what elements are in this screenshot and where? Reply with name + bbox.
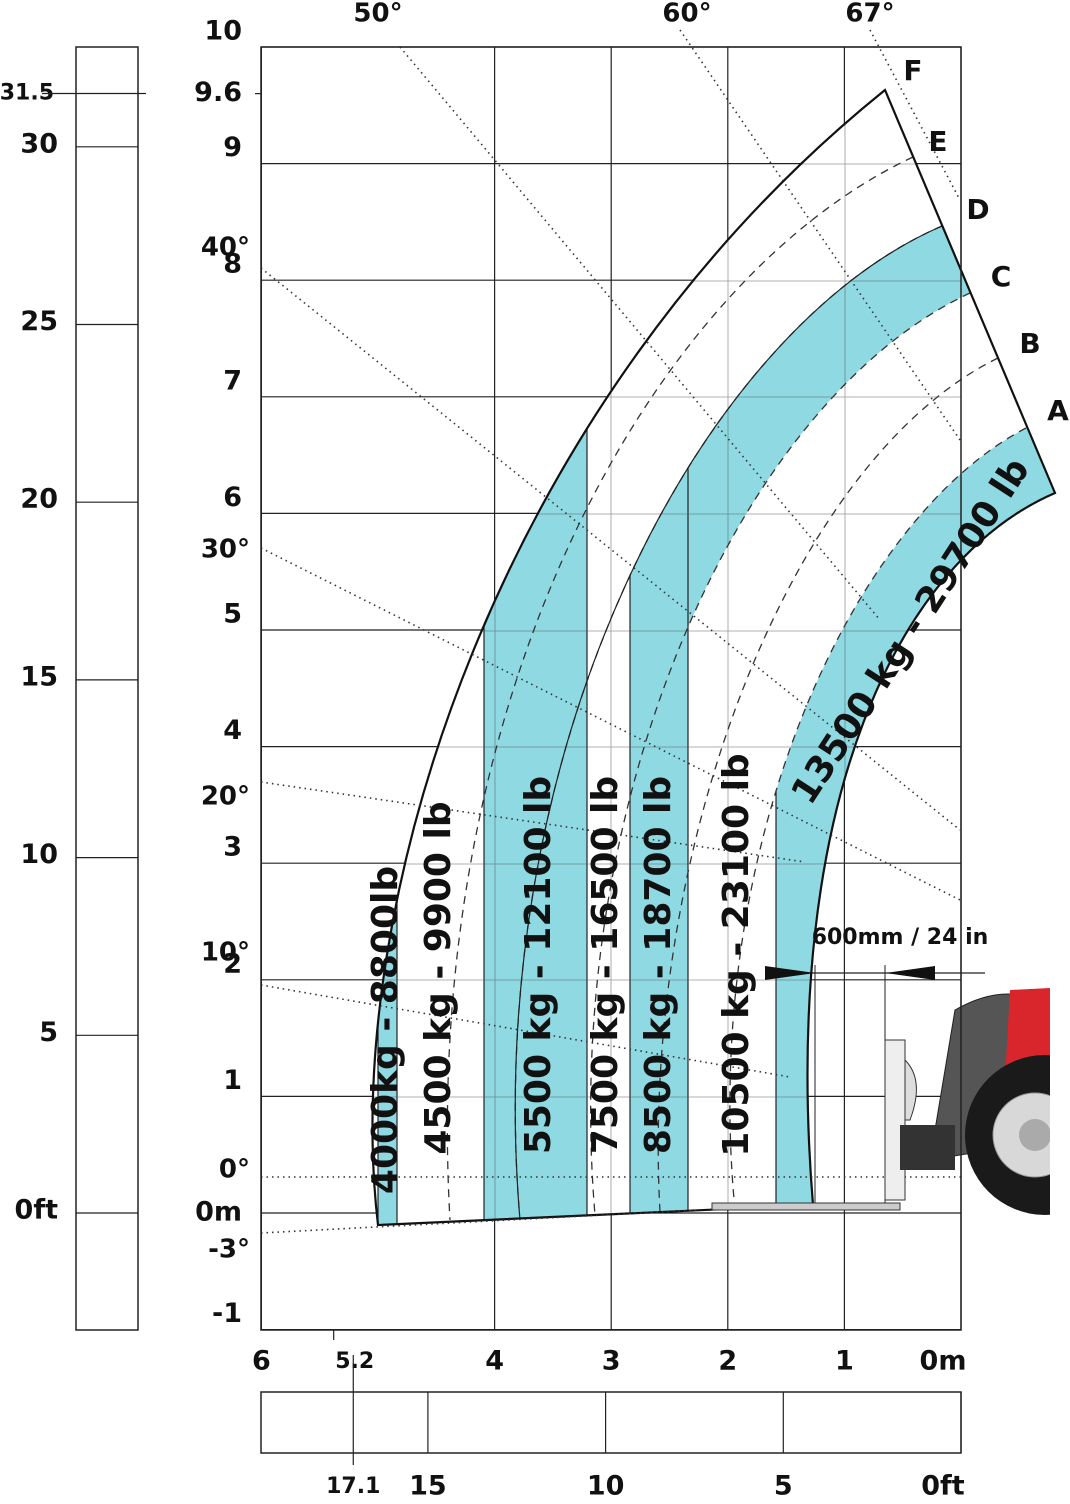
x-tick-label: 1 bbox=[835, 1346, 854, 1377]
load-zone-label: 5500 kg - 12100 lb bbox=[518, 776, 559, 1154]
boom-position: F bbox=[903, 54, 922, 87]
ft-tick-label: 0ft bbox=[921, 1471, 965, 1501]
angle-label: 0° bbox=[219, 1155, 250, 1185]
ft-tick-label: 17.1 bbox=[326, 1474, 380, 1499]
angle-label: 10° bbox=[201, 938, 250, 968]
machine bbox=[711, 980, 1070, 1240]
ft-axis-box bbox=[75, 46, 139, 1331]
y-tick-label: 5 bbox=[223, 599, 242, 630]
load-zone-label: 4500 kg - 9900 lb bbox=[418, 801, 459, 1154]
fork-offset-label: 600mm / 24 in bbox=[812, 925, 989, 950]
y-tick-label: 9.6 bbox=[194, 77, 242, 108]
ft-tick-label: 10 bbox=[20, 839, 58, 870]
boom-position: E bbox=[928, 125, 947, 158]
y-tick-label: 9 bbox=[223, 132, 242, 163]
boom-arc bbox=[657, 357, 999, 1213]
envelope-outline bbox=[371, 88, 1057, 1227]
boom-position: C bbox=[991, 260, 1012, 293]
y-tick-label: 1 bbox=[223, 1065, 242, 1096]
ft-tick-label: 10 bbox=[587, 1471, 625, 1501]
y-tick-label: 8 bbox=[223, 249, 242, 280]
load-zone-label: 8500 kg - 18700 lb bbox=[638, 776, 679, 1154]
y-tick-label: 4 bbox=[223, 715, 242, 746]
boom-position: B bbox=[1019, 327, 1040, 360]
x-tick-label: 6 bbox=[252, 1346, 271, 1377]
boom-position: D bbox=[966, 193, 989, 226]
load-zone-label: 4000kg - 8800lb bbox=[365, 866, 406, 1194]
y-tick-label: -1 bbox=[212, 1298, 242, 1329]
angle-lines bbox=[260, 29, 961, 1234]
boom-arc bbox=[446, 156, 914, 1221]
angle-label: 60° bbox=[662, 0, 711, 29]
y-tick-label: 7 bbox=[223, 365, 242, 396]
angle-label: 30° bbox=[201, 535, 250, 565]
ft-tick-label: 15 bbox=[20, 661, 58, 692]
ft-tick-label: 0ft bbox=[15, 1195, 59, 1226]
y-tick-label: 10 bbox=[204, 16, 242, 47]
zone-edge bbox=[514, 225, 943, 1215]
x-tick-label: 5.2 bbox=[335, 1349, 374, 1374]
fork-offset: 600mm / 24 in bbox=[765, 925, 988, 1205]
x-tick-label: 4 bbox=[485, 1346, 504, 1377]
y-tick-label: 6 bbox=[223, 482, 242, 513]
x-tick-label: 3 bbox=[602, 1346, 621, 1377]
ft-tick-label: 5 bbox=[774, 1471, 793, 1501]
x-tick-label: 0m bbox=[920, 1346, 967, 1377]
y-tick-label: 3 bbox=[223, 832, 242, 863]
boom-arc bbox=[589, 292, 971, 1216]
load-zone-label: 7500 kg - 16500 lb bbox=[585, 776, 626, 1154]
angle-label: -3° bbox=[208, 1235, 250, 1265]
ft-tick-label: 5 bbox=[39, 1017, 58, 1048]
ft-tick-label: 25 bbox=[20, 306, 58, 337]
ft-tick-label: 30 bbox=[20, 128, 58, 159]
angle-label: 40° bbox=[201, 233, 250, 263]
boom-position: A bbox=[1047, 394, 1069, 427]
y-tick-label: 2 bbox=[223, 948, 242, 979]
boom-arc bbox=[729, 427, 1027, 1211]
angle-label: 20° bbox=[201, 782, 250, 812]
angle-label: 50° bbox=[353, 0, 402, 29]
load-zone-label: 10500 kg - 23100 lb bbox=[716, 753, 757, 1156]
x-tick-label: 2 bbox=[718, 1346, 737, 1377]
plot-frame bbox=[260, 46, 962, 1331]
ft-tick-label: 15 bbox=[409, 1471, 447, 1501]
angle-label: 67° bbox=[845, 0, 894, 29]
ft-tick-label: 20 bbox=[20, 484, 58, 515]
ft-axis-box bbox=[260, 1391, 962, 1454]
y-tick-label: 0m bbox=[195, 1197, 242, 1228]
